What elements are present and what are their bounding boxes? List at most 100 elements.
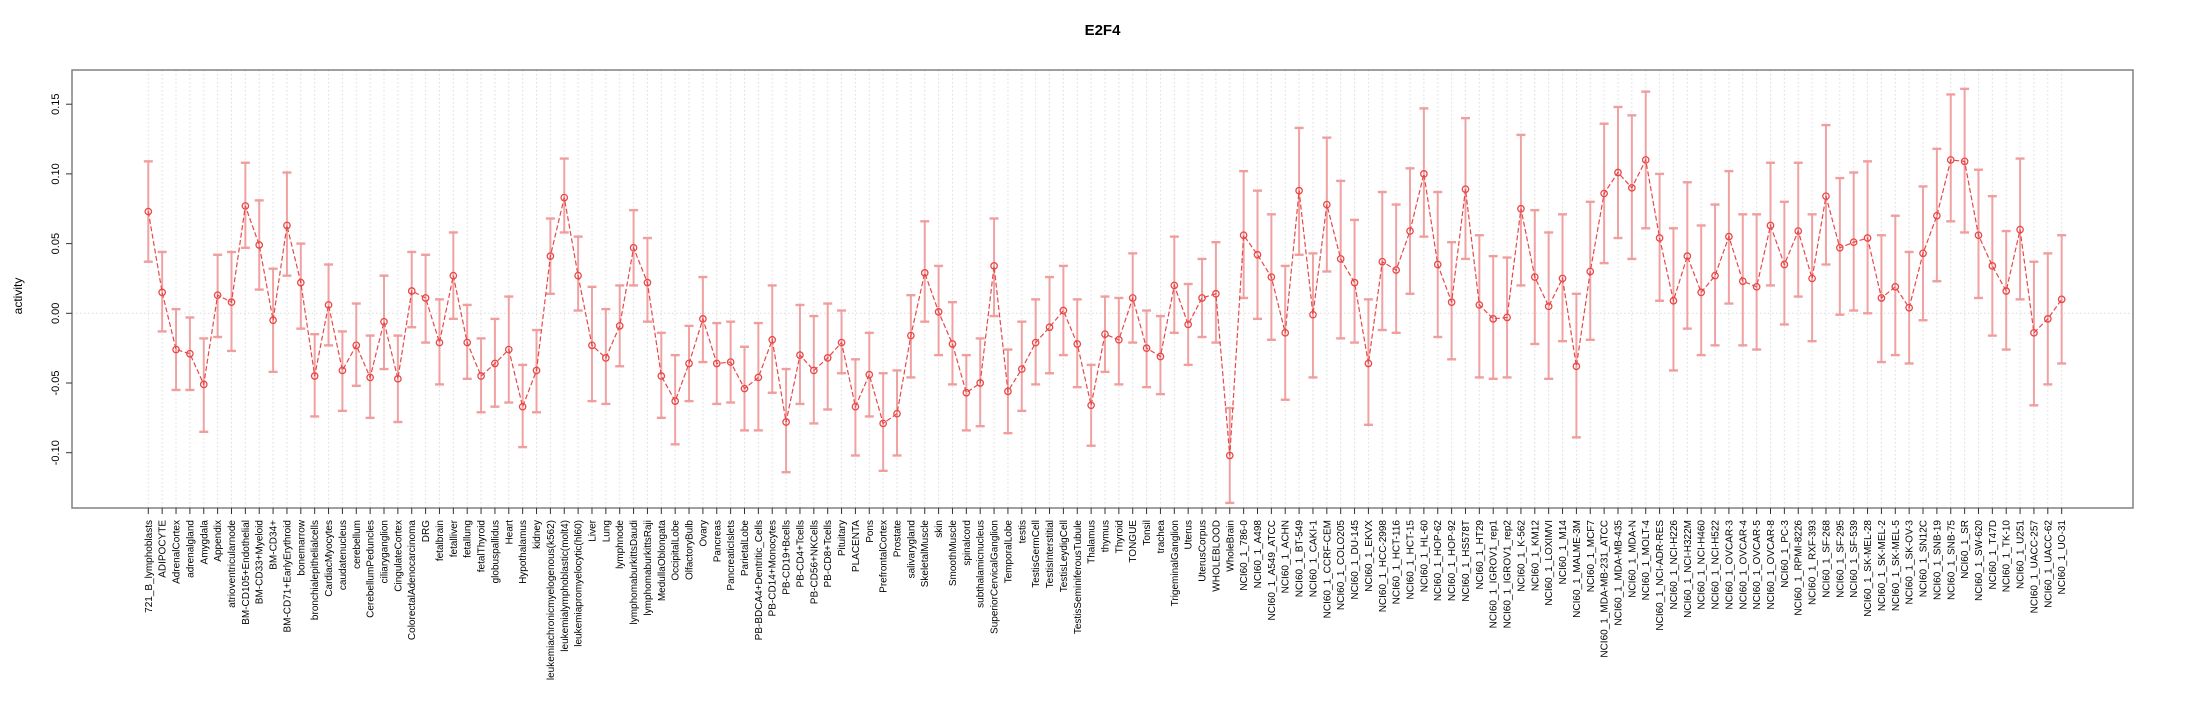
data-point bbox=[2043, 315, 2052, 323]
data-point bbox=[823, 354, 832, 362]
x-tick-label: salivarygland bbox=[906, 520, 917, 578]
data-point bbox=[477, 372, 485, 380]
x-tick-label: NCI60_1_SW-620 bbox=[1974, 520, 1985, 601]
x-tick-label: Amygdala bbox=[199, 520, 210, 565]
x-tick-label: NCI60_1_SF-268 bbox=[1821, 520, 1832, 598]
x-tick-label: TestisSeminiferousTubule bbox=[1073, 520, 1084, 635]
x-tick-label: leukemialymphoblastic(molt4) bbox=[560, 520, 571, 652]
x-tick-label: AdrenalCortex bbox=[172, 520, 183, 584]
data-point bbox=[990, 262, 998, 270]
data-point bbox=[1974, 231, 1983, 240]
x-tick-label: Hypothalamus bbox=[518, 520, 529, 584]
x-tick-label: PancreaticIslets bbox=[726, 520, 737, 591]
data-point bbox=[2030, 328, 2038, 337]
x-tick-label: NCI60_1_SK-OV-3 bbox=[1905, 520, 1916, 605]
x-tick-label: Liver bbox=[587, 519, 598, 541]
x-tick-label: NCI60_1_RPMI-8226 bbox=[1794, 520, 1805, 616]
x-tick-label: NCI60_1_IGROV1_rep2 bbox=[1503, 520, 1514, 629]
x-tick-label: NCI60_1_NCI-H460 bbox=[1697, 520, 1708, 610]
x-tick-label: NCI60_1_ACHN bbox=[1281, 520, 1292, 593]
x-tick-label: NCI60_1_OVCAR-8 bbox=[1766, 520, 1777, 610]
data-point bbox=[172, 345, 180, 354]
data-point bbox=[1988, 262, 1997, 270]
data-point bbox=[1239, 231, 1248, 240]
x-tick-label: atrioventricularnode bbox=[227, 520, 238, 608]
data-point bbox=[1420, 170, 1428, 178]
x-tick-label: NCI60_1_SR bbox=[1960, 520, 1971, 579]
data-point bbox=[1600, 189, 1608, 198]
data-point bbox=[2016, 225, 2024, 234]
x-tick-label: NCI60_1_NCI-ADR-RES bbox=[1655, 520, 1666, 631]
data-point bbox=[782, 418, 790, 426]
x-tick-label: NCI60_1_M14 bbox=[1558, 520, 1569, 585]
x-tick-label: fetalThyroid bbox=[477, 520, 488, 572]
x-tick-label: BM-CD71+EarlyErythroid bbox=[282, 520, 293, 633]
x-tick-label: BM-CD105+Endothelial bbox=[241, 520, 252, 625]
data-point bbox=[1822, 192, 1830, 201]
x-tick-label: NCI60_1_SK-MEL-5 bbox=[1891, 520, 1902, 612]
data-point bbox=[158, 288, 167, 297]
x-tick-label: Uterus bbox=[1184, 520, 1195, 549]
x-tick-label: CardiacMyocytes bbox=[324, 520, 335, 597]
data-point bbox=[1281, 328, 1290, 337]
data-point bbox=[837, 338, 846, 347]
data-point bbox=[1447, 298, 1456, 306]
data-point bbox=[532, 366, 541, 375]
x-tick-label: NCI60_1_DU-145 bbox=[1350, 520, 1361, 600]
data-point bbox=[1530, 273, 1539, 281]
x-tick-label: globuspallidus bbox=[490, 520, 501, 583]
x-tick-label: NCI60_1_T47D bbox=[1988, 520, 1999, 589]
x-tick-label: NCI60_1_SK-MEL-28 bbox=[1863, 520, 1874, 617]
chart-title: E2F4 bbox=[1084, 22, 1121, 39]
x-tick-label: NCI60_1_NCI-H322M bbox=[1683, 520, 1694, 618]
x-tick-label: NCI60_1_MDA-MB-231_ATCC bbox=[1600, 520, 1611, 658]
x-tick-label: lymphomaburkittsDaudi bbox=[629, 520, 640, 625]
data-point bbox=[1378, 257, 1387, 266]
data-point bbox=[310, 372, 319, 380]
data-point bbox=[629, 243, 638, 252]
data-point bbox=[1087, 401, 1095, 410]
data-point bbox=[213, 291, 222, 300]
x-tick-label: NCI60_1_A549_ATCC bbox=[1267, 520, 1278, 620]
x-tick-label: TONGUE bbox=[1128, 520, 1139, 563]
data-point bbox=[1891, 282, 1900, 291]
data-point bbox=[671, 397, 680, 405]
x-tick-label: DRG bbox=[421, 520, 432, 542]
x-tick-label: Thyroid bbox=[1114, 520, 1125, 553]
data-point bbox=[1614, 168, 1622, 177]
x-tick-label: NCI60_1_SNB-19 bbox=[1932, 520, 1943, 600]
x-tick-label: WholeBrain bbox=[1225, 520, 1236, 572]
x-tick-label: NCI60_1_OVCAR-5 bbox=[1752, 520, 1763, 610]
x-tick-label: adrenalgland bbox=[185, 520, 196, 578]
data-point bbox=[1641, 156, 1650, 164]
x-tick-label: SuperiorCervicalGanglion bbox=[990, 520, 1001, 634]
x-tick-label: NCI60_1_786-0 bbox=[1239, 520, 1250, 591]
x-tick-label: Heart bbox=[504, 520, 515, 545]
data-point bbox=[1752, 282, 1761, 291]
data-point bbox=[1849, 238, 1858, 247]
data-point bbox=[144, 207, 153, 216]
data-point bbox=[1156, 352, 1165, 361]
data-point bbox=[1933, 211, 1941, 220]
data-point bbox=[366, 373, 374, 382]
data-point bbox=[879, 419, 887, 428]
x-tick-label: PB-CD14+Monocytes bbox=[768, 520, 779, 616]
x-tick-label: subthalamicnucleus bbox=[976, 520, 987, 608]
data-point bbox=[352, 341, 361, 350]
x-tick-label: NCI60_1_A498 bbox=[1253, 520, 1264, 589]
x-tick-label: PB-CD8+Tcells bbox=[823, 520, 834, 588]
y-tick-label: 0.15 bbox=[50, 93, 62, 114]
x-tick-label: NCI60_1_U251 bbox=[2016, 520, 2027, 589]
y-tick-label: 0.00 bbox=[50, 303, 62, 324]
data-point bbox=[283, 221, 291, 230]
data-point bbox=[1198, 294, 1206, 302]
x-tick-label: NCI60_1_K-562 bbox=[1516, 520, 1527, 592]
data-point bbox=[1101, 330, 1109, 339]
data-point bbox=[338, 366, 347, 375]
x-tick-label: WHOLEBLOOD bbox=[1211, 520, 1222, 592]
x-tick-label: NCI60_1_IGROV1_rep1 bbox=[1489, 520, 1500, 629]
x-tick-label: UterusCorpus bbox=[1198, 520, 1209, 582]
x-tick-label: Pituitary bbox=[837, 520, 848, 556]
data-point bbox=[1253, 250, 1262, 259]
x-tick-label: TemporalLobe bbox=[1003, 520, 1014, 584]
